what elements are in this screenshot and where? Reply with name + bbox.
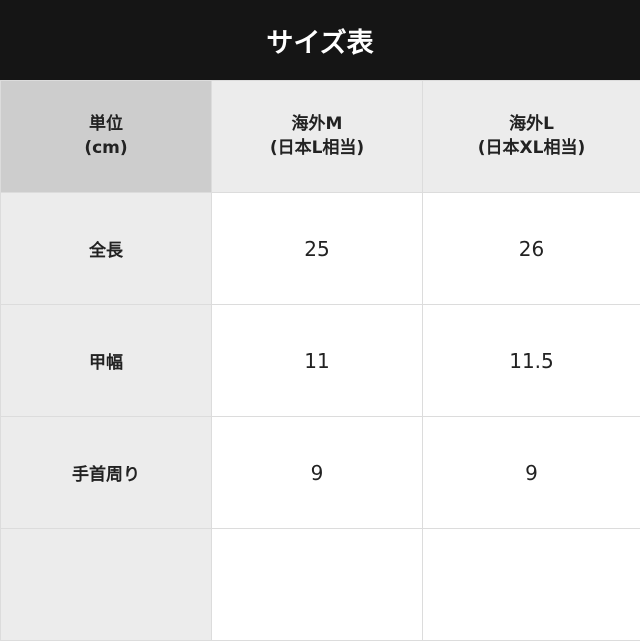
- cell-l: 11.5: [423, 305, 640, 417]
- row-label: [1, 529, 212, 641]
- table-header-row: 単位(cm) 海外M(日本L相当) 海外L(日本XL相当): [1, 81, 640, 193]
- size-l-equivalent: (日本XL相当): [423, 137, 640, 161]
- cell-m: 25: [212, 193, 423, 305]
- cell-m: 11: [212, 305, 423, 417]
- cell-m: 9: [212, 417, 423, 529]
- cell-m: [212, 529, 423, 641]
- row-label: 甲幅: [1, 305, 212, 417]
- size-m-label: 海外M: [212, 113, 422, 137]
- unit-label: 単位: [1, 113, 211, 137]
- unit-value: (cm): [1, 137, 211, 161]
- cell-l: 9: [423, 417, 640, 529]
- cell-l: 26: [423, 193, 640, 305]
- row-label: 全長: [1, 193, 212, 305]
- size-m-equivalent: (日本L相当): [212, 137, 422, 161]
- row-label: 手首周り: [1, 417, 212, 529]
- page-title: サイズ表: [0, 0, 640, 80]
- size-m-header: 海外M(日本L相当): [212, 81, 423, 193]
- size-l-label: 海外L: [423, 113, 640, 137]
- cell-l: [423, 529, 640, 641]
- unit-header: 単位(cm): [1, 81, 212, 193]
- table-row: [1, 529, 640, 641]
- size-l-header: 海外L(日本XL相当): [423, 81, 640, 193]
